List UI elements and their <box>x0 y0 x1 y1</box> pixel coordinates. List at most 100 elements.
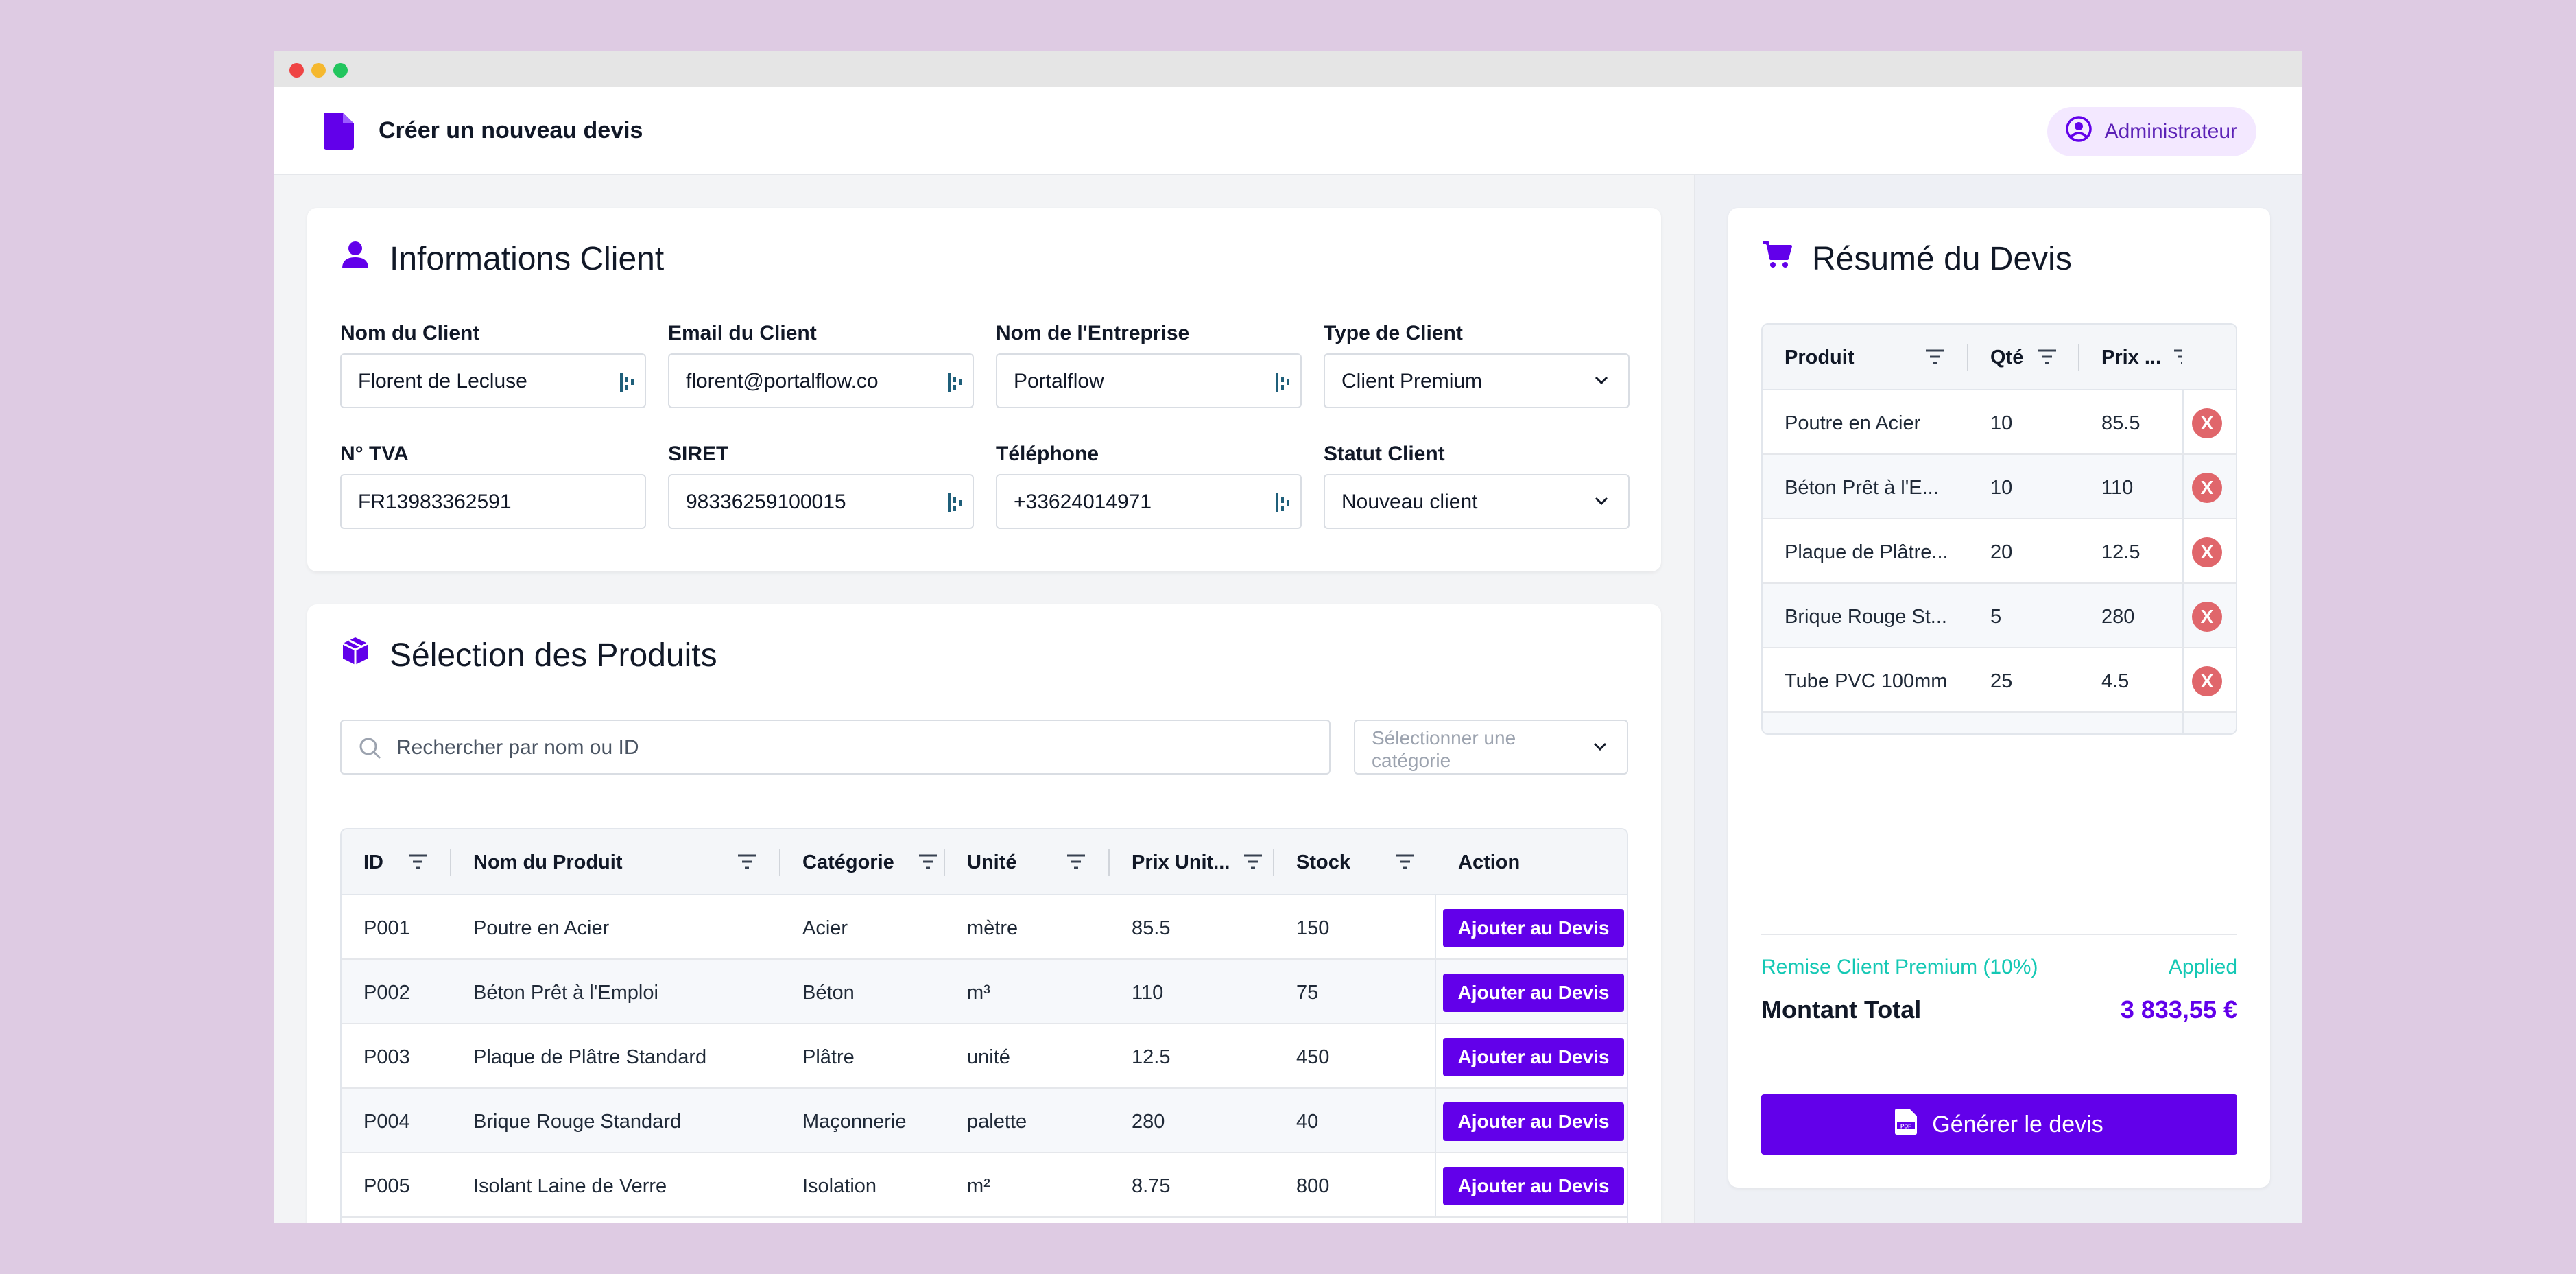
close-window-button[interactable] <box>289 63 304 78</box>
column-header-product[interactable]: Produit <box>1763 325 1967 390</box>
column-separator[interactable] <box>1967 344 1968 371</box>
column-separator[interactable] <box>944 849 945 876</box>
client-status-label: Statut Client <box>1324 443 1445 465</box>
add-to-quote-button[interactable]: Ajouter au Devis <box>1443 1167 1624 1205</box>
window-titlebar <box>274 51 2302 87</box>
maximize-window-button[interactable] <box>333 63 348 78</box>
table-row[interactable]: P005 Isolant Laine de Verre Isolation m²… <box>342 1153 1627 1218</box>
client-section-header: Informations Client <box>340 239 664 278</box>
summary-table-header: Produit Qté Prix ... <box>1763 325 2236 390</box>
column-header-price[interactable]: Prix ... <box>2079 325 2182 390</box>
discount-status: Applied <box>2168 956 2237 978</box>
column-header-id[interactable]: ID <box>342 829 450 895</box>
filter-icon[interactable] <box>2173 348 2182 371</box>
autofill-icon[interactable] <box>946 492 966 517</box>
summary-section-header: Résumé du Devis <box>1761 239 2072 278</box>
add-to-quote-button[interactable]: Ajouter au Devis <box>1443 1102 1624 1141</box>
total-label: Montant Total <box>1761 995 1922 1024</box>
vat-number-field[interactable]: FR13983362591 <box>340 474 646 529</box>
summary-row[interactable] <box>1763 713 2236 733</box>
remove-item-button[interactable]: X <box>2192 666 2222 696</box>
user-label: Administrateur <box>2104 120 2237 143</box>
autofill-icon[interactable] <box>1274 492 1293 517</box>
filter-icon[interactable] <box>918 853 938 876</box>
add-to-quote-button[interactable]: Ajouter au Devis <box>1443 974 1624 1012</box>
total-amount: 3 833,55 € <box>2120 995 2237 1024</box>
column-separator[interactable] <box>450 849 451 876</box>
filter-icon[interactable] <box>1395 853 1416 876</box>
summary-panel: Résumé du Devis Produit Qté Prix ... <box>1694 175 2302 1223</box>
client-name-label: Nom du Client <box>340 322 480 344</box>
minimize-window-button[interactable] <box>311 63 326 78</box>
phone-value: +33624014971 <box>1014 491 1152 513</box>
products-table: ID Nom du Produit Catégorie <box>340 828 1628 1223</box>
siret-value: 98336259100015 <box>686 491 846 513</box>
client-status-select[interactable]: Nouveau client <box>1324 474 1630 529</box>
client-email-field[interactable]: florent@portalflow.co <box>668 353 974 408</box>
siret-field[interactable]: 98336259100015 <box>668 474 974 529</box>
user-icon <box>340 239 370 278</box>
column-separator[interactable] <box>1273 849 1274 876</box>
summary-divider <box>1761 934 2237 935</box>
remove-item-button[interactable]: X <box>2192 602 2222 632</box>
summary-row[interactable]: Plaque de Plâtre... 20 12.5 X <box>1763 519 2236 584</box>
client-name-value: Florent de Lecluse <box>358 370 527 392</box>
table-row[interactable]: P004 Brique Rouge Standard Maçonnerie pa… <box>342 1089 1627 1153</box>
column-header-unit[interactable]: Unité <box>945 829 1108 895</box>
phone-field[interactable]: +33624014971 <box>996 474 1302 529</box>
client-type-value: Client Premium <box>1341 370 1483 392</box>
package-icon <box>340 636 370 674</box>
table-row[interactable]: P002 Béton Prêt à l'Emploi Béton m³ 110 … <box>342 960 1627 1024</box>
category-select[interactable]: Sélectionner une catégorie <box>1354 720 1628 775</box>
pdf-file-icon: PDF <box>1895 1108 1918 1141</box>
summary-row[interactable]: Tube PVC 100mm 25 4.5 X <box>1763 648 2236 713</box>
column-header-name[interactable]: Nom du Produit <box>451 829 779 895</box>
user-menu-button[interactable]: Administrateur <box>2047 107 2256 156</box>
company-name-field[interactable]: Portalflow <box>996 353 1302 408</box>
vat-number-label: N° TVA <box>340 443 409 465</box>
search-icon <box>358 736 383 764</box>
column-header-price[interactable]: Prix Unit... <box>1110 829 1273 895</box>
filter-icon[interactable] <box>407 853 428 876</box>
table-row[interactable]: P001 Poutre en Acier Acier mètre 85.5 15… <box>342 895 1627 960</box>
products-section-header: Sélection des Produits <box>340 636 717 674</box>
add-to-quote-button[interactable]: Ajouter au Devis <box>1443 909 1624 947</box>
client-type-select[interactable]: Client Premium <box>1324 353 1630 408</box>
add-to-quote-button[interactable]: Ajouter au Devis <box>1443 1038 1624 1076</box>
summary-row[interactable]: Poutre en Acier 10 85.5 X <box>1763 390 2236 455</box>
filter-icon[interactable] <box>737 853 757 876</box>
autofill-icon[interactable] <box>946 371 966 397</box>
document-icon <box>324 113 354 153</box>
table-row[interactable]: P003 Plaque de Plâtre Standard Plâtre un… <box>342 1024 1627 1089</box>
product-search-input[interactable]: Rechercher par nom ou ID <box>340 720 1331 775</box>
autofill-icon[interactable] <box>619 371 638 397</box>
column-header-qty[interactable]: Qté <box>1968 325 2078 390</box>
summary-row[interactable]: Brique Rouge St... 5 280 X <box>1763 584 2236 648</box>
client-name-field[interactable]: Florent de Lecluse <box>340 353 646 408</box>
products-table-header: ID Nom du Produit Catégorie <box>342 829 1627 895</box>
user-circle-icon <box>2065 115 2092 148</box>
client-email-value: florent@portalflow.co <box>686 370 879 392</box>
column-separator[interactable] <box>779 849 780 876</box>
filter-icon[interactable] <box>1243 853 1263 876</box>
column-header-category[interactable]: Catégorie <box>780 829 944 895</box>
client-type-label: Type de Client <box>1324 322 1463 344</box>
remove-item-button[interactable]: X <box>2192 408 2222 438</box>
filter-icon[interactable] <box>1066 853 1086 876</box>
filter-icon[interactable] <box>2037 348 2058 371</box>
column-separator[interactable] <box>2078 344 2079 371</box>
filter-icon[interactable] <box>1924 348 1945 371</box>
column-header-stock[interactable]: Stock <box>1274 829 1435 895</box>
remove-item-button[interactable]: X <box>2192 537 2222 567</box>
column-header-action: Action <box>1458 851 1520 873</box>
main-content: Informations Client Nom du Client Floren… <box>274 175 1694 1223</box>
remove-item-button[interactable]: X <box>2192 473 2222 503</box>
summary-row[interactable]: Béton Prêt à l'E... 10 110 X <box>1763 455 2236 519</box>
column-separator[interactable] <box>1108 849 1110 876</box>
browser-window: Créer un nouveau devis Administrateur In… <box>274 51 2302 1223</box>
autofill-icon[interactable] <box>1274 371 1293 397</box>
generate-quote-button[interactable]: PDF Générer le devis <box>1761 1094 2237 1155</box>
svg-text:PDF: PDF <box>1900 1123 1911 1129</box>
client-section-title: Informations Client <box>390 240 665 277</box>
siret-label: SIRET <box>668 443 729 465</box>
